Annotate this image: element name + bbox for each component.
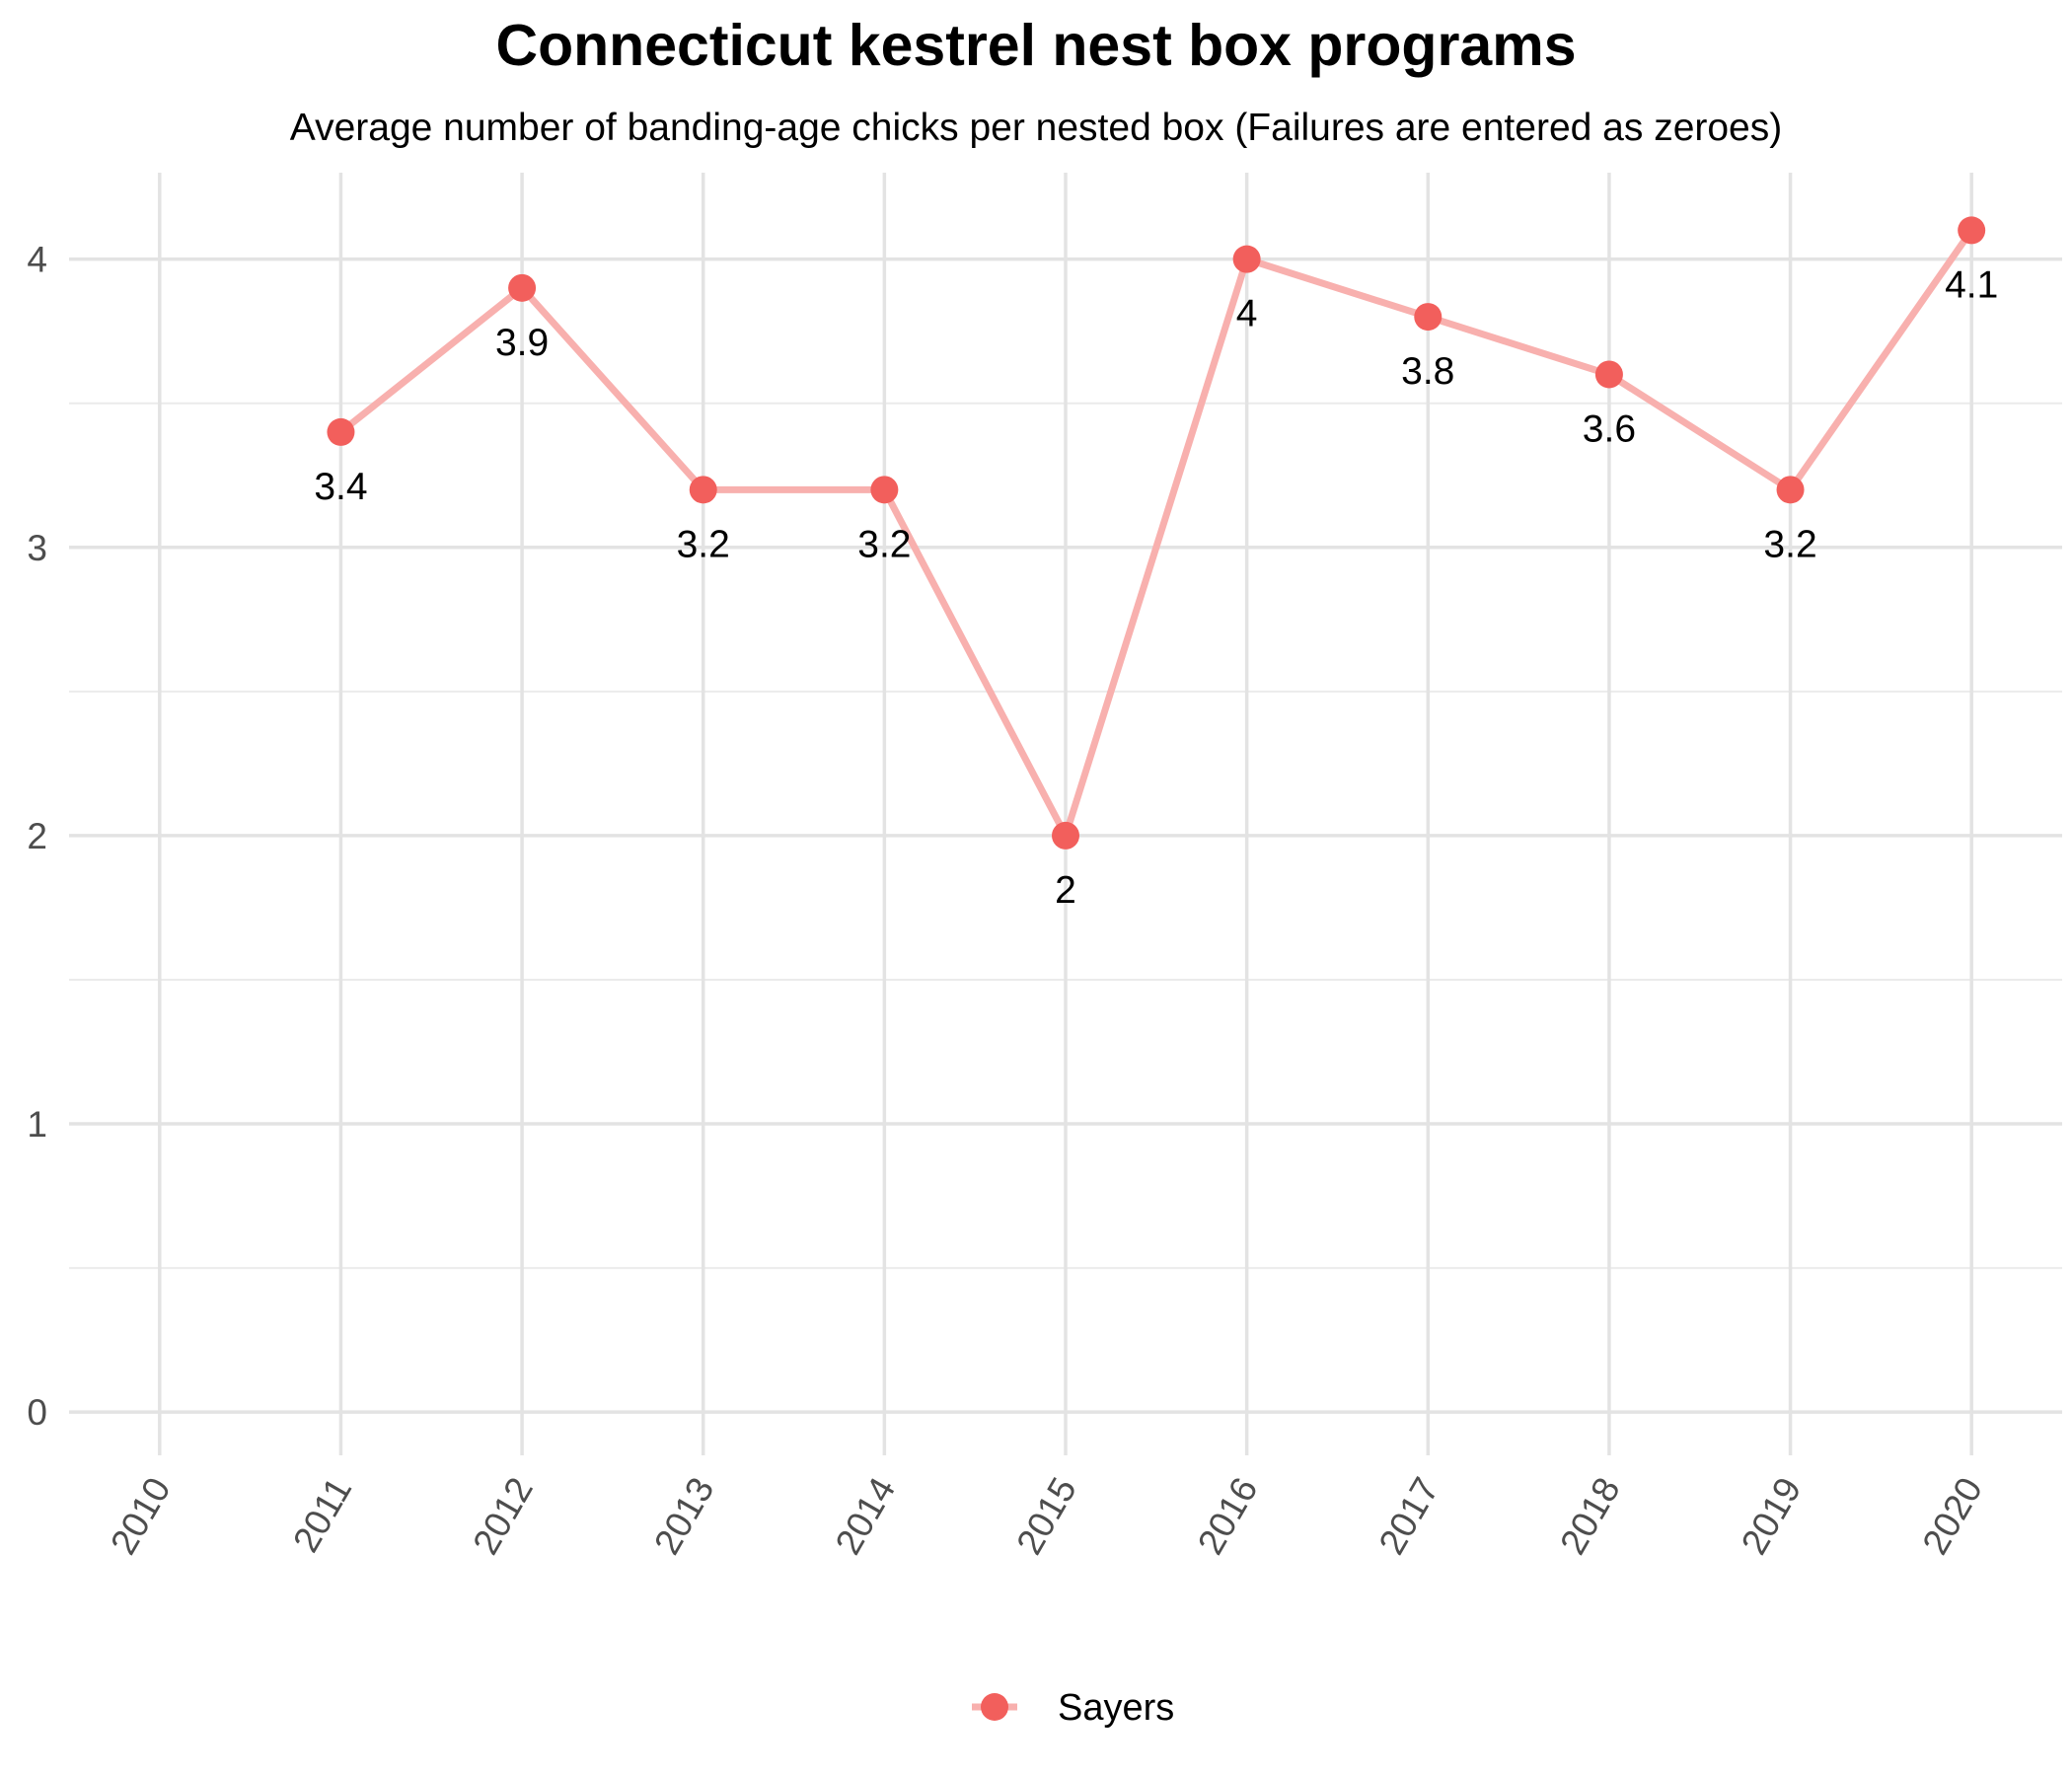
- x-tick-label: 2016: [1190, 1471, 1266, 1562]
- y-tick-label: 3: [27, 528, 47, 568]
- series-lines: [336, 226, 1975, 840]
- data-label: 3.2: [677, 523, 730, 565]
- x-tick-label: 2010: [103, 1471, 179, 1562]
- data-label: 4: [1236, 293, 1258, 335]
- data-point: [1776, 476, 1805, 504]
- x-tick-label: 2012: [465, 1471, 541, 1562]
- data-point: [1414, 303, 1443, 332]
- data-point: [1232, 245, 1261, 273]
- x-tick-label: 2018: [1552, 1471, 1628, 1562]
- data-labels: 3.4 3.9 3.2 3.2 2 4 3.8 3.6 3.2 4.1: [314, 263, 1998, 911]
- series-line: [336, 226, 1975, 840]
- x-tick-label: 2013: [646, 1471, 722, 1562]
- data-label: 3.9: [495, 322, 549, 364]
- data-point: [1958, 216, 1986, 245]
- data-point: [870, 476, 899, 504]
- series-points: [327, 216, 1986, 850]
- y-tick-label: 1: [27, 1104, 47, 1145]
- data-point: [1052, 821, 1079, 850]
- y-tick-label: 4: [27, 240, 47, 280]
- x-tick-label: 2015: [1008, 1471, 1084, 1562]
- data-point: [689, 476, 717, 504]
- data-label: 3.4: [314, 466, 367, 508]
- legend-point-swatch: [981, 1693, 1008, 1721]
- x-tick-label: 2014: [828, 1471, 904, 1562]
- data-point: [327, 417, 355, 446]
- y-tick-label: 0: [27, 1392, 47, 1433]
- data-label: 3.6: [1583, 407, 1636, 450]
- chart-subtitle: Average number of banding-age chicks per…: [289, 107, 1783, 149]
- major-gridlines: [69, 173, 2062, 1455]
- x-tick-label: 2011: [285, 1471, 359, 1559]
- y-tick-label: 2: [27, 816, 47, 856]
- data-point: [508, 273, 537, 302]
- data-label: 3.2: [1763, 523, 1816, 565]
- x-tick-label: 2017: [1371, 1471, 1447, 1562]
- data-label: 3.2: [857, 523, 911, 565]
- legend-label: Sayers: [1058, 1687, 1174, 1729]
- data-label: 4.1: [1945, 263, 1998, 306]
- x-tick-label: 2020: [1914, 1470, 1990, 1561]
- y-axis-tick-labels: 0 1 2 3 4: [27, 240, 47, 1434]
- x-axis-tick-labels: 2010 2011 2012 2013 2014 2015 2016 2017 2018 2019…: [103, 1470, 1990, 1561]
- data-point: [1594, 360, 1623, 389]
- chart-title: Connecticut kestrel nest box programs: [495, 13, 1577, 78]
- x-tick-label: 2019: [1734, 1471, 1810, 1562]
- data-label: 3.8: [1401, 350, 1454, 393]
- legend: Sayers: [972, 1687, 1174, 1729]
- data-label: 2: [1055, 869, 1076, 912]
